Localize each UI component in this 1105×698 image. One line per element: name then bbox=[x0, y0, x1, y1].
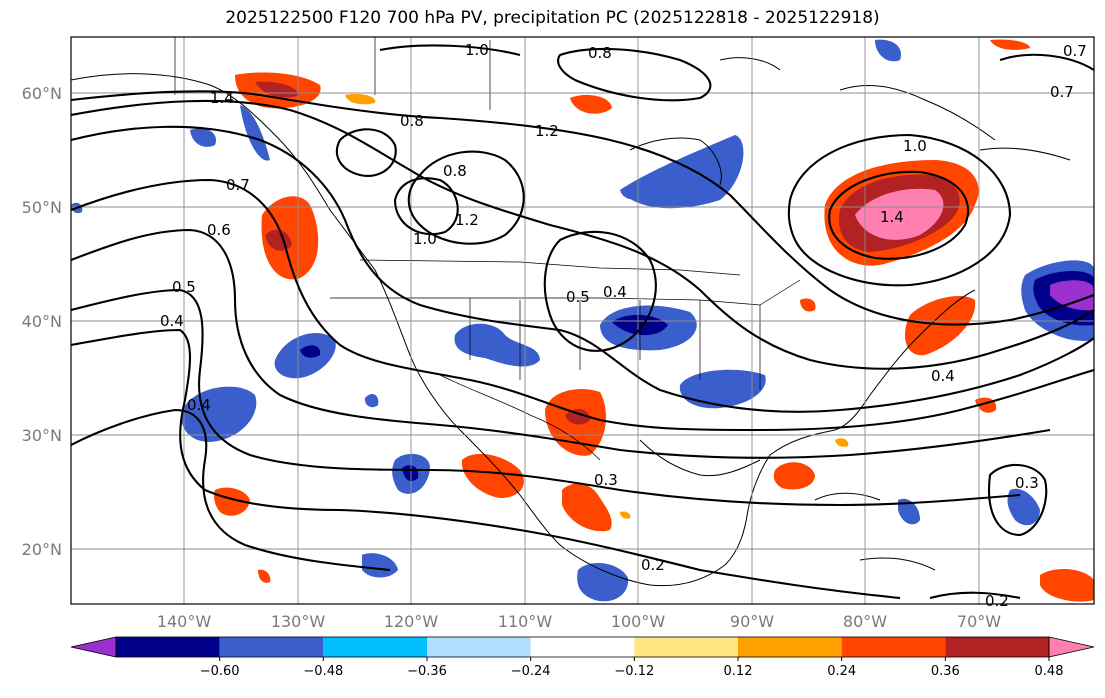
lat-label: 40°N bbox=[22, 312, 62, 331]
lon-label: 100°W bbox=[611, 612, 666, 631]
contour-label: 0.3 bbox=[1015, 474, 1039, 492]
lat-label: 30°N bbox=[22, 426, 62, 445]
colorbar-swatch bbox=[219, 637, 324, 657]
contour-label: 0.2 bbox=[641, 556, 665, 574]
lat-label: 60°N bbox=[22, 84, 62, 103]
contour-label: 0.4 bbox=[603, 283, 627, 301]
colorbar-swatch bbox=[738, 637, 842, 657]
contour-label: 1.4 bbox=[210, 89, 234, 107]
colorbar-swatch bbox=[634, 637, 738, 657]
contour-label: 0.8 bbox=[443, 162, 467, 180]
contour-label: 0.2 bbox=[985, 592, 1009, 610]
lon-label: 110°W bbox=[498, 612, 553, 631]
contour-label: 1.0 bbox=[413, 230, 437, 248]
colorbar-tick-label: 0.12 bbox=[724, 664, 753, 679]
lat-label: 50°N bbox=[22, 198, 62, 217]
colorbar-swatch bbox=[323, 637, 427, 657]
contour-label: 1.2 bbox=[455, 211, 479, 229]
colorbar-frame bbox=[115, 636, 1050, 658]
colorbar-tick-label: −0.48 bbox=[303, 664, 343, 679]
lon-label: 70°W bbox=[957, 612, 1001, 631]
contour-label: 0.7 bbox=[1050, 83, 1074, 101]
lon-label: 130°W bbox=[271, 612, 326, 631]
lon-label: 90°W bbox=[730, 612, 774, 631]
colorbar-swatch bbox=[427, 637, 531, 657]
contour-label: 0.8 bbox=[400, 112, 424, 130]
precip-shading bbox=[71, 39, 1094, 602]
colorbar-tick-label: 0.36 bbox=[931, 664, 960, 679]
contour-label: 0.4 bbox=[187, 396, 211, 414]
colorbar-tick-label: −0.36 bbox=[407, 664, 447, 679]
contour-label: 1.2 bbox=[535, 122, 559, 140]
contour-label: 0.5 bbox=[566, 288, 590, 306]
colorbar-swatch bbox=[530, 637, 635, 657]
contour-label: 0.7 bbox=[1063, 42, 1087, 60]
lon-label: 80°W bbox=[843, 612, 887, 631]
contour-label: 0.3 bbox=[594, 471, 618, 489]
contour-label: 0.4 bbox=[160, 312, 184, 330]
contour-label: 0.7 bbox=[226, 176, 250, 194]
contour-label: 0.6 bbox=[207, 221, 231, 239]
contour-label: 0.8 bbox=[588, 44, 612, 62]
colorbar-tick-label: −0.60 bbox=[200, 664, 240, 679]
colorbar-swatch bbox=[116, 637, 220, 657]
contour-label: 1.4 bbox=[880, 208, 904, 226]
colorbar-tick-label: 0.48 bbox=[1035, 664, 1064, 679]
map-frame bbox=[70, 36, 1095, 605]
colorbar-swatch bbox=[841, 637, 946, 657]
colorbar-swatch bbox=[945, 637, 1049, 657]
colorbar: −0.60 −0.48 −0.36 −0.24 −0.12 0.12 0.24 0.36 0.4… bbox=[70, 636, 1095, 679]
pv-contours bbox=[71, 44, 1094, 600]
lon-label: 120°W bbox=[384, 612, 439, 631]
map-title: 2025122500 F120 700 hPa PV, precipitatio… bbox=[225, 8, 880, 28]
colorbar-tick-label: −0.12 bbox=[614, 664, 654, 679]
lat-label: 20°N bbox=[22, 540, 62, 559]
contour-label: 0.5 bbox=[172, 278, 196, 296]
contour-label: 0.4 bbox=[931, 367, 955, 385]
colorbar-arrow-low bbox=[70, 636, 117, 658]
contour-label: 1.0 bbox=[903, 137, 927, 155]
colorbar-arrow-high bbox=[1048, 636, 1095, 658]
colorbar-tick-label: 0.24 bbox=[827, 664, 856, 679]
lon-label: 140°W bbox=[157, 612, 212, 631]
colorbar-tick-label: −0.24 bbox=[511, 664, 551, 679]
contour-label: 1.0 bbox=[465, 41, 489, 59]
contour-label-group: 1.0 0.8 0.7 1.4 0.7 1.2 0.8 0.7 0.6 0.8 … bbox=[160, 41, 1087, 610]
